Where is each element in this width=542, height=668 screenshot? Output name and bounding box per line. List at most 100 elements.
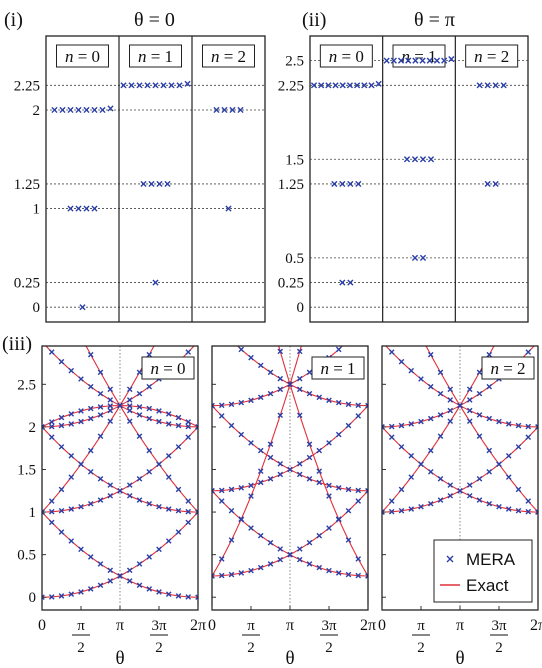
subplot-n-label-box [311, 356, 365, 380]
mera-point [185, 594, 192, 600]
mera-point [332, 82, 339, 89]
x-tick-label: 2π [530, 617, 542, 634]
mera-point [326, 440, 332, 446]
mera-point [418, 418, 424, 425]
mera-point [78, 376, 84, 382]
x-tick-label-denominator: 2 [77, 640, 85, 656]
mera-point [411, 254, 419, 261]
mera-point [175, 444, 182, 450]
mera-point [165, 453, 172, 459]
mera-point [515, 507, 522, 514]
mera-point [97, 433, 104, 440]
mera-point [355, 402, 362, 409]
mera-point [277, 375, 284, 382]
mera-point [437, 412, 444, 418]
x-tick-label: π [116, 617, 124, 634]
mera-point [48, 519, 55, 526]
mera-point [515, 422, 522, 429]
mera-point [87, 405, 94, 412]
mera-point [97, 561, 104, 567]
mera-point [175, 486, 182, 493]
y-tick-label: 0 [29, 590, 37, 606]
sector-label-box [56, 44, 109, 68]
mera-point [476, 390, 483, 397]
curves [382, 346, 538, 515]
mera-point [218, 498, 225, 504]
mera-point [68, 453, 75, 459]
x-tick-label: 2π [360, 617, 376, 634]
mera-point [316, 564, 323, 571]
legend-exact-label: Exact [466, 576, 509, 595]
mera-point [306, 441, 313, 447]
mera-point [325, 82, 332, 89]
mera-point [525, 349, 532, 355]
legend-box [433, 539, 533, 603]
y-tick-label: 2 [29, 420, 37, 436]
mera-point [175, 414, 182, 421]
mera-point [355, 180, 362, 188]
mera-point [296, 386, 303, 393]
mera-point [476, 497, 483, 503]
mera-point [78, 408, 84, 414]
mera-point [486, 469, 493, 475]
mera-point [296, 348, 303, 355]
y-tick-label: 0.5 [285, 251, 304, 267]
mera-point [388, 508, 395, 515]
mera-point [306, 369, 313, 376]
mera-point [248, 525, 254, 531]
mera-point [67, 205, 74, 212]
mera-point [126, 403, 133, 409]
x-tick-label-denominator: 2 [247, 640, 255, 656]
mera-point [437, 390, 444, 397]
mera-point [238, 570, 245, 576]
mera-point [126, 418, 133, 425]
mera-point [248, 482, 254, 489]
exact-curve [212, 346, 302, 577]
mera-point [218, 487, 225, 494]
legend: MERA Exact [433, 539, 533, 603]
mera-point [257, 532, 264, 539]
mera-point [466, 482, 473, 488]
mera-point [136, 497, 143, 503]
mera-point [447, 397, 454, 403]
mera-point [525, 434, 532, 441]
mera-point [306, 561, 313, 567]
title-theta-pi: θ = π [414, 9, 455, 31]
mera-point [335, 570, 342, 576]
mera-point [476, 433, 483, 440]
mera-point [168, 82, 175, 89]
mera-point [248, 440, 254, 446]
mera-point [136, 412, 143, 418]
mera-point [228, 422, 235, 429]
sector-label: n = 1 [138, 47, 173, 66]
mera-point [388, 498, 395, 504]
mera-point [296, 556, 303, 563]
x-tick-label-numerator: π [417, 618, 425, 634]
mera-point [228, 507, 235, 514]
mera-point [87, 469, 94, 475]
mera-point [433, 57, 441, 64]
mera-point [78, 546, 84, 553]
mera-point [277, 461, 284, 467]
sector-label: n = 0 [65, 47, 100, 66]
sector-label: n = 2 [474, 47, 509, 66]
mera-point [225, 205, 232, 212]
mera-point [248, 354, 254, 361]
curves [212, 346, 368, 579]
mera-point [345, 422, 352, 429]
mera-point [466, 418, 473, 425]
mera-point [419, 57, 426, 64]
mera-point [257, 394, 264, 401]
exact-curve [85, 346, 198, 513]
mera-point [390, 57, 397, 64]
mera-point [257, 479, 264, 486]
mera-point [107, 578, 114, 584]
mera-point [87, 351, 94, 358]
mera-point [165, 421, 172, 427]
panel-label-iii: (iii) [2, 333, 32, 355]
mera-point [326, 482, 332, 489]
mera-point [505, 421, 512, 427]
mera-point [126, 386, 133, 393]
y-tick-label: 1.5 [17, 462, 36, 478]
x-tick-label-numerator: 3π [491, 618, 507, 634]
